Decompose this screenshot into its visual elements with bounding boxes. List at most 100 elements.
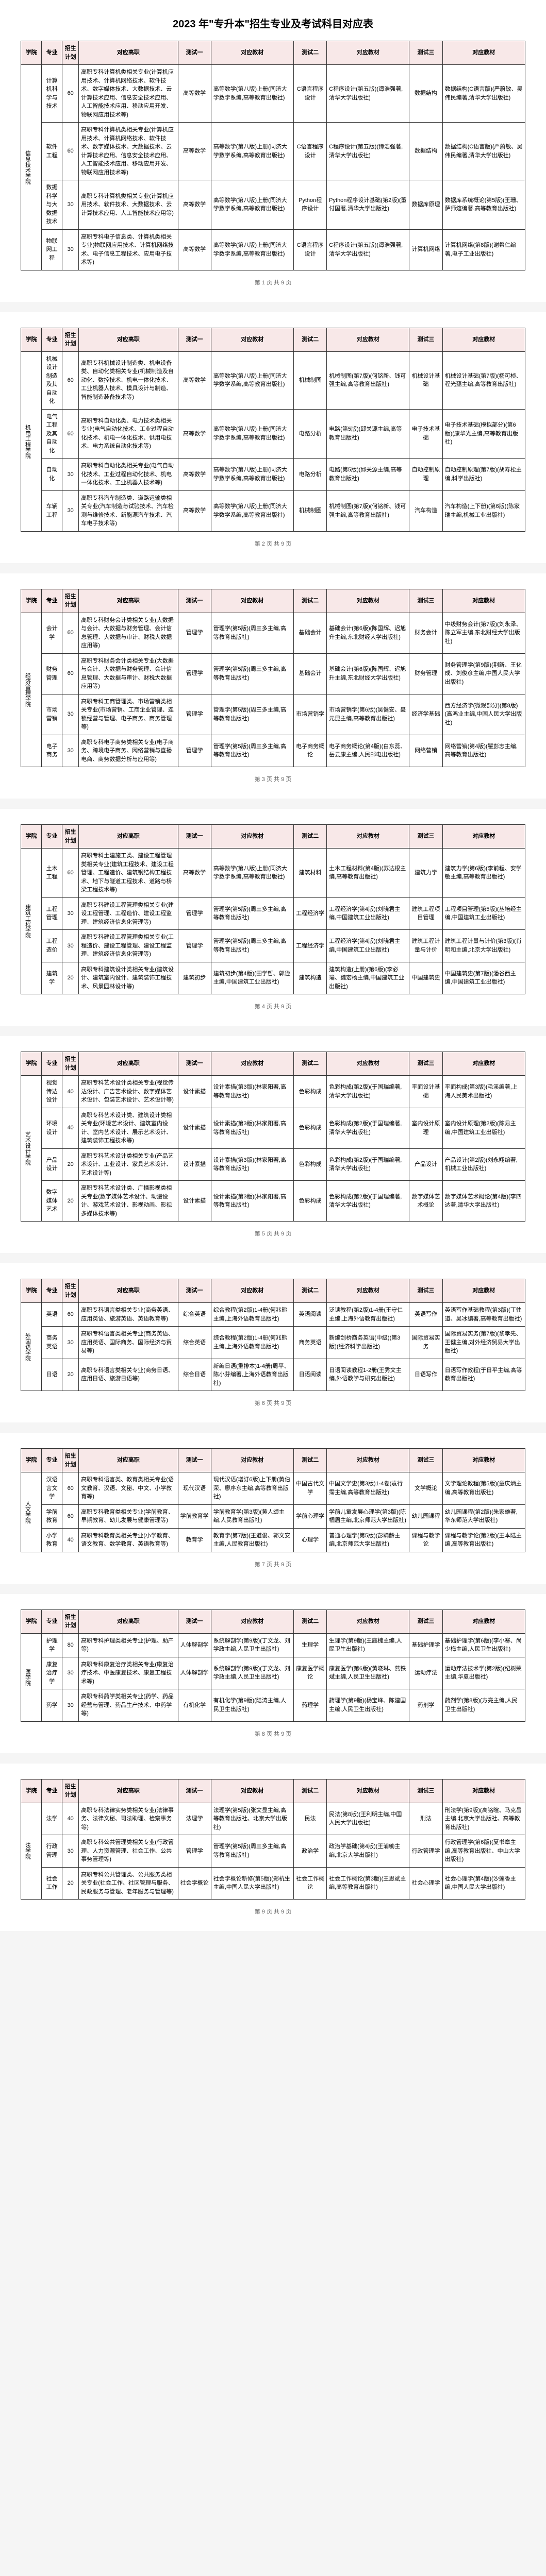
page-number: 第 3 页 共 9 页: [21, 775, 525, 783]
book1-cell: 高等数学(第八版)上册(同济大学数学系编,高等教育出版社): [211, 180, 293, 230]
book2-cell: 基础会计(第6版)(陈国辉、迟旭升主编,东北财经大学出版社): [327, 653, 409, 694]
subject2-cell: 英语阅读: [294, 1303, 327, 1327]
column-header: 招生计划: [62, 41, 79, 65]
scope-cell: 高职专科建设工程管理类相关专业(工程造价、建设工程管理、建设工程监理、建筑经济信…: [79, 930, 178, 962]
column-header: 对应教材: [211, 1609, 293, 1633]
book2-cell: C程序设计(第五版)(谭浩强著,清华大学出版社): [327, 229, 409, 270]
page-number: 第 6 页 共 9 页: [21, 1399, 525, 1407]
plan-cell: 20: [62, 962, 79, 994]
plan-cell: 30: [62, 1835, 79, 1868]
book3-cell: 汽车构造(上下册)(第6版)(陈家瑞主编,机械工业出版社): [442, 490, 525, 531]
majors-table: 学院专业招生计划对应高职测试一对应教材测试二对应教材测试三对应教材经济管理学院会…: [21, 589, 525, 768]
major-cell: 工程管理: [42, 897, 62, 930]
book3-cell: 课程与教学论(第2版)(王本陆主编,高等教育出版社): [442, 1528, 525, 1552]
column-header: 对应高职: [79, 1052, 178, 1076]
column-header: 对应教材: [327, 328, 409, 351]
book2-cell: 政治学基础(第4版)(王浦劬主编,北京大学出版社): [327, 1835, 409, 1868]
subject2-cell: C语言程序设计: [294, 65, 327, 123]
column-header: 对应教材: [327, 1609, 409, 1633]
major-cell: 行政管理: [42, 1835, 62, 1868]
table-row: 工程造价30高职专科建设工程管理类相关专业(工程造价、建设工程管理、建设工程监理…: [21, 930, 525, 962]
scope-cell: 高职专科计算机类相关专业(计算机应用技术、软件技术、大数据技术、云计算技术应用、…: [79, 180, 178, 230]
column-header: 招生计划: [62, 1052, 79, 1076]
column-header: 专业: [42, 1052, 62, 1076]
column-header: 测试三: [409, 41, 442, 65]
column-header: 招生计划: [62, 1779, 79, 1803]
major-cell: 计算机科学与技术: [42, 65, 62, 123]
column-header: 对应教材: [211, 1279, 293, 1303]
book1-cell: 管理学(第5版)(周三多主编,高等教育出版社): [211, 694, 293, 735]
book2-cell: 民法(第8版)(王利明主编,中国人民大学出版社): [327, 1803, 409, 1835]
major-cell: 数据科学与大数据技术: [42, 180, 62, 230]
subject2-cell: 中国古代文学: [294, 1472, 327, 1505]
subject3-cell: 数据库原理: [409, 180, 442, 230]
subject3-cell: 国际贸易实务: [409, 1327, 442, 1359]
book1-cell: 管理学(第5版)(周三多主编,高等教育出版社): [211, 735, 293, 767]
page-number: 第 7 页 共 9 页: [21, 1560, 525, 1568]
school-name: 经济管理学院: [23, 673, 32, 707]
book2-cell: 机械制图(第7版)(何铭新、钱可强主编,高等教育出版社): [327, 351, 409, 409]
scope-cell: 高职专科药学类相关专业(药学、药品经营与管理、药品生产技术、中药学等): [79, 1689, 178, 1722]
subject2-cell: 色彩构成: [294, 1148, 327, 1181]
subject2-cell: 电路分析: [294, 459, 327, 491]
subject1-cell: 设计素描: [178, 1108, 211, 1148]
book3-cell: 刑法学(第9版)(高铭暄、马克昌主编,北京大学出版社、高等教育出版社): [442, 1803, 525, 1835]
column-header: 专业: [42, 825, 62, 849]
book1-cell: 设计素描(第3版)(林家阳著,高等教育出版社): [211, 1108, 293, 1148]
column-header: 学院: [21, 1052, 42, 1076]
subject1-cell: 高等数学: [178, 409, 211, 459]
scope-cell: 高职专科建筑设计类相关专业(建筑设计、建筑室内设计、建筑装饰工程技术、风景园林设…: [79, 962, 178, 994]
scope-cell: 高职专科自动化类相关专业(电气自动化技术、工业过程自动化技术、机电一体化技术、工…: [79, 459, 178, 491]
column-header: 对应教材: [327, 1779, 409, 1803]
book3-cell: 英语写作基础教程(第3版)(丁往道、吴冰编著,高等教育出版社): [442, 1303, 525, 1327]
school-cell: 医学院: [21, 1633, 42, 1721]
page: 学院专业招生计划对应高职测试一对应教材测试二对应教材测试三对应教材外国语学院英语…: [0, 1263, 546, 1422]
book1-cell: 高等数学(第八版)上册(同济大学数学系编,高等教育出版社): [211, 490, 293, 531]
subject2-cell: 学前心理学: [294, 1504, 327, 1528]
book3-cell: 建筑工程计量与计价(第3版)(肖明和主编,北京大学出版社): [442, 930, 525, 962]
column-header: 测试一: [178, 1449, 211, 1472]
subject3-cell: 文学概论: [409, 1472, 442, 1505]
plan-cell: 60: [62, 1472, 79, 1505]
table-row: 自动化30高职专科自动化类相关专业(电气自动化技术、工业过程自动化技术、机电一体…: [21, 459, 525, 491]
plan-cell: 60: [62, 123, 79, 180]
book1-cell: 高等数学(第八版)上册(同济大学数学系编,高等教育出版社): [211, 409, 293, 459]
column-header: 学院: [21, 825, 42, 849]
subject2-cell: 社会工作概论: [294, 1867, 327, 1900]
subject3-cell: 建筑工程计量与计价: [409, 930, 442, 962]
column-header: 对应教材: [442, 1779, 525, 1803]
scope-cell: 高职专科语言类相关专业(商务日语、应用日语、旅游日语等): [79, 1359, 178, 1391]
column-header: 专业: [42, 328, 62, 351]
plan-cell: 60: [62, 849, 79, 898]
book3-cell: 基础护理学(第6版)(李小寒、尚少梅主编,人民卫生出版社): [442, 1633, 525, 1657]
plan-cell: 20: [62, 1181, 79, 1222]
majors-table: 学院专业招生计划对应高职测试一对应教材测试二对应教材测试三对应教材外国语学院英语…: [21, 1279, 525, 1391]
major-cell: 商务英语: [42, 1327, 62, 1359]
plan-cell: 30: [62, 897, 79, 930]
table-row: 建筑学20高职专科建筑设计类相关专业(建筑设计、建筑室内设计、建筑装饰工程技术、…: [21, 962, 525, 994]
book2-cell: 色彩构成(第2版)(于国瑞编著,清华大学出版社): [327, 1148, 409, 1181]
scope-cell: 高职专科护理类相关专业(护理、助产等): [79, 1633, 178, 1657]
subject3-cell: 中国建筑史: [409, 962, 442, 994]
subject1-cell: 管理学: [178, 735, 211, 767]
table-row: 建筑工程学院土木工程60高职专科土建施工类、建设工程管理类相关专业(建筑工程技术…: [21, 849, 525, 898]
subject3-cell: 社会心理学: [409, 1867, 442, 1900]
column-header: 招生计划: [62, 1609, 79, 1633]
page-number: 第 4 页 共 9 页: [21, 1002, 525, 1010]
column-header: 对应教材: [442, 1279, 525, 1303]
book2-cell: 工程经济学(第4版)(刘晓君主编,中国建筑工业出版社): [327, 897, 409, 930]
book1-cell: 高等数学(第八版)上册(同济大学数学系编,高等教育出版社): [211, 849, 293, 898]
majors-table: 学院专业招生计划对应高职测试一对应教材测试二对应教材测试三对应教材建筑工程学院土…: [21, 824, 525, 994]
column-header: 对应教材: [211, 41, 293, 65]
book2-cell: 机械制图(第7版)(何铭新、钱可强主编,高等教育出版社): [327, 490, 409, 531]
scope-cell: 高职专科电子信息类、计算机类相关专业(物联网应用技术、计算机网络技术、电子信息工…: [79, 229, 178, 270]
book3-cell: 自动控制原理(第7版)(胡寿松主编,科学出版社): [442, 459, 525, 491]
major-cell: 车辆工程: [42, 490, 62, 531]
book1-cell: 建筑初步(第4版)(田学哲、郭逊主编,中国建筑工业出版社): [211, 962, 293, 994]
column-header: 测试二: [294, 41, 327, 65]
book1-cell: 系统解剖学(第9版)(丁文龙、刘学政主编,人民卫生出版社): [211, 1657, 293, 1689]
subject2-cell: 电路分析: [294, 409, 327, 459]
subject2-cell: 康复医学概论: [294, 1657, 327, 1689]
major-cell: 自动化: [42, 459, 62, 491]
book2-cell: C程序设计(第五版)(谭浩强著,清华大学出版社): [327, 123, 409, 180]
